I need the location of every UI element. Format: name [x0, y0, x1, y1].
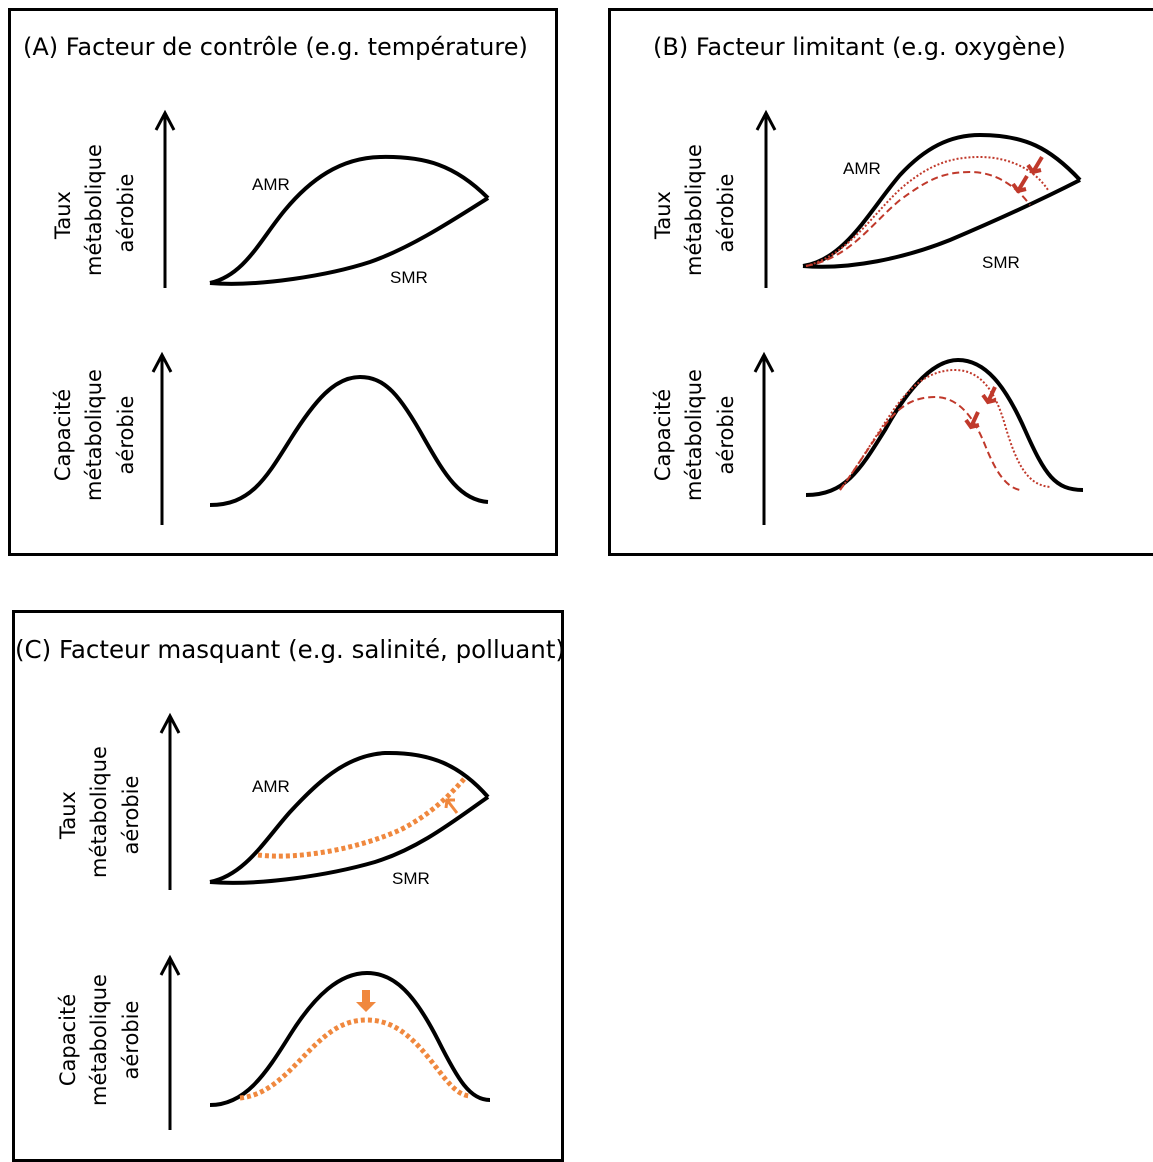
- panel-b-amr-curve: [802, 132, 1082, 268]
- panel-b-top-ylabel: Taux métabolique aérobie: [651, 144, 738, 276]
- panel-b-top-ylabel-line2: métabolique: [682, 144, 706, 276]
- panel-c-title: (C) Facteur masquant (e.g. salinité, pol…: [15, 635, 565, 664]
- panel-b-capacity-down-arrow-2: [964, 411, 980, 430]
- panel-a-top-arrowhead: [154, 109, 176, 131]
- panel-a-top-ylabel-line2: métabolique: [82, 144, 106, 276]
- panel-b-smr-label: SMR: [982, 253, 1020, 272]
- panel-b-bottom-ylabel: Capacité métabolique aérobie: [651, 369, 738, 501]
- panel-a-smr-label: SMR: [390, 268, 428, 287]
- panel-a-smr-curve: [209, 196, 490, 286]
- panel-b-capacity-dashed-curve: [839, 395, 1021, 491]
- panel-b-amr-label: AMR: [843, 159, 881, 178]
- panel-c-up-arrow: [444, 798, 459, 814]
- panel-a-top-ylabel: Taux métabolique aérobie: [51, 144, 138, 276]
- panel-c-top-ylabel-line3: aérobie: [119, 776, 143, 855]
- panel-b-title: (B) Facteur limitant (e.g. oxygène): [653, 33, 1066, 61]
- panel-b-smr-curve: [802, 178, 1081, 269]
- panel-b-limiting-factor: (B) Facteur limitant (e.g. oxygène): [608, 8, 1153, 556]
- panel-c-top-ylabel: Taux métabolique aérobie: [56, 746, 143, 878]
- panel-c-top-arrowhead: [159, 712, 181, 734]
- panel-a-amr-label: AMR: [252, 175, 290, 194]
- panel-c-top-ylabel-line2: métabolique: [87, 746, 111, 878]
- panel-a-bottom-ylabel: Capacité métabolique aérobie: [51, 369, 138, 501]
- panel-a-top-ylabel-line1: Taux: [51, 191, 75, 240]
- panel-a-top-ylabel-line3: aérobie: [114, 174, 138, 253]
- panel-b-bottom-arrowhead: [753, 351, 775, 373]
- panel-b-down-arrow-1: [1026, 155, 1044, 175]
- panel-b-capacity-down-arrow-1: [981, 386, 997, 405]
- panel-a-bottom-ylabel-line1: Capacité: [51, 389, 75, 481]
- panel-c-bottom-ylabel-line1: Capacité: [56, 994, 80, 1086]
- panel-b-bottom-ylabel-line1: Capacité: [651, 389, 675, 481]
- panel-a-capacity-curve: [209, 374, 489, 507]
- panel-c-amr-label: AMR: [252, 777, 290, 796]
- panel-c-smr-shifted-curve: [257, 776, 467, 859]
- panel-a-bottom-ylabel-line2: métabolique: [82, 369, 106, 501]
- panel-c-top-ylabel-line1: Taux: [56, 791, 80, 840]
- panel-a-amr-curve: [209, 154, 490, 285]
- panel-b-amr-dashed-curve: [805, 170, 1031, 267]
- panel-c-down-arrow: [356, 990, 376, 1012]
- panel-c-graphics: Taux métabolique aérobie AMR SMR Capacit…: [56, 712, 491, 1130]
- panel-c-smr-curve: [209, 795, 490, 885]
- panel-a-bottom-arrowhead: [151, 351, 173, 373]
- panel-c-capacity-curve: [209, 970, 491, 1107]
- panel-b-bottom-ylabel-line2: métabolique: [682, 369, 706, 501]
- panel-c-bottom-ylabel-line2: métabolique: [87, 974, 111, 1106]
- panel-b-graphics: Taux métabolique aérobie AMR SMR Capacit…: [651, 109, 1084, 525]
- panel-c-bottom-ylabel-line3: aérobie: [119, 1001, 143, 1080]
- panel-c-bottom-arrowhead: [159, 954, 181, 976]
- panel-b-top-ylabel-line1: Taux: [651, 191, 675, 240]
- panel-b-top-arrowhead: [755, 109, 777, 131]
- panel-c-smr-label: SMR: [392, 869, 430, 888]
- panel-b-bottom-ylabel-line3: aérobie: [714, 396, 738, 475]
- panel-a-graphics: Taux métabolique aérobie AMR SMR Capacit…: [51, 109, 490, 525]
- panel-b-top-ylabel-line3: aérobie: [714, 174, 738, 253]
- panel-c-amr-curve: [209, 750, 490, 884]
- panel-a-bottom-ylabel-line3: aérobie: [114, 396, 138, 475]
- panel-b-capacity-curve: [805, 357, 1084, 497]
- panel-c-bottom-ylabel: Capacité métabolique aérobie: [56, 974, 143, 1106]
- panel-a-title: (A) Facteur de contrôle (e.g. températur…: [23, 33, 528, 61]
- panel-b-capacity-dotted-curve: [839, 368, 1051, 491]
- panel-b-down-arrow-2: [1011, 174, 1029, 194]
